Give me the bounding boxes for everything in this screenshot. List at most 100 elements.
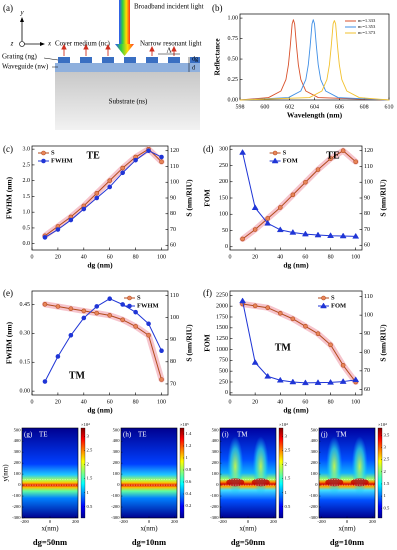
y2-tick-label: 60 [364, 243, 370, 249]
y-tick-label: 0 [216, 482, 219, 487]
marker [159, 159, 164, 165]
map-label: (j) [321, 431, 328, 439]
x-tick-label: 0 [229, 399, 232, 405]
series-line [242, 152, 357, 237]
x-axis-title: x(nm) [140, 525, 158, 533]
series-line [44, 298, 163, 383]
annotation: TE [326, 151, 340, 162]
x-tick-label: -200 [119, 519, 128, 524]
y-tick-label: -200 [309, 504, 318, 509]
map-label: (i) [222, 431, 229, 439]
resonant-arrows [61, 43, 177, 56]
x-tick-label: 100 [157, 254, 166, 260]
y-tick-label: -200 [12, 504, 21, 509]
y2-tick-label: 120 [364, 148, 373, 154]
panel-label: (a) [3, 3, 13, 13]
marker [94, 190, 100, 196]
y2-tick-label: 100 [364, 180, 373, 186]
y-tick-label: 0 [315, 482, 318, 487]
incident-label: Broadband incident light [134, 3, 204, 11]
map-mode: TE [39, 431, 48, 439]
caption: dg=10nm [132, 537, 166, 547]
colorbar-tick-label: 1.2 [186, 443, 192, 448]
y-tick-label: 0.5 [23, 225, 31, 231]
x-tick-label: 0 [148, 519, 151, 524]
marker [107, 313, 113, 318]
colorbar-tick-label: 3 [285, 434, 288, 439]
resonant-label: Narrow resonant light [140, 40, 201, 48]
map-mode: TE [138, 431, 147, 439]
marker [120, 165, 125, 171]
y-tick-label: 300 [219, 147, 228, 153]
x-tick-label: 200 [171, 519, 179, 524]
marker [353, 159, 359, 165]
colorbar-tick-label: 2.5 [384, 457, 390, 462]
marker [133, 324, 138, 329]
y-tick-label: 1.00 [228, 15, 239, 21]
incident-arrow-head [115, 44, 134, 56]
colorbar-tick-label: 1 [285, 490, 288, 495]
marker [68, 332, 74, 338]
colorbar-tick-label: 1 [384, 493, 387, 498]
x-axis-title: Wavelength (nm) [287, 111, 343, 120]
y2-axis-title: S (nm/RIU) [185, 179, 194, 217]
x-tick-label: 200 [270, 519, 278, 524]
map-mode: TM [237, 431, 248, 439]
y-tick-label: 0.15 [20, 360, 31, 366]
y-tick-label: 100 [311, 471, 319, 476]
marker [301, 230, 309, 237]
axis-name: y [19, 9, 24, 17]
marker [107, 178, 113, 183]
legend-marker [41, 158, 46, 164]
marker [42, 301, 48, 307]
y-tick-label: 400 [212, 438, 220, 443]
legend-marker [41, 150, 46, 156]
marker [251, 359, 259, 365]
marker [265, 305, 271, 311]
y-tick-label: 50 [222, 228, 228, 234]
y-tick-label: -300 [12, 515, 21, 520]
y-tick-label: 200 [311, 460, 319, 465]
marker [264, 372, 272, 379]
panel-label: (d) [203, 144, 214, 154]
marker [239, 149, 247, 155]
schematic: (a) y x z Cover medium (nc) Broadband in… [2, 0, 204, 130]
series-line [242, 300, 357, 384]
x-axis-title: dg (nm) [87, 406, 113, 415]
x-tick-label: 602 [285, 104, 294, 110]
marker [303, 179, 308, 185]
x-tick-label: 0 [31, 399, 34, 405]
x-tick-label: 60 [107, 399, 113, 405]
colorbar-tick-label: 0.4 [186, 491, 192, 496]
y2-tick-label: 110 [170, 293, 179, 299]
y-tick-label: 1000 [216, 347, 228, 353]
y-tick-label: -200 [210, 504, 219, 509]
colorbar [179, 427, 185, 519]
legend-label: S [137, 294, 141, 301]
series-line [44, 148, 163, 237]
legend-marker [321, 295, 326, 301]
x-tick-label: 100 [351, 399, 360, 405]
x-tick-label: 0 [229, 254, 232, 260]
y-tick-label: 250 [219, 379, 228, 385]
marker [277, 310, 283, 316]
field-hotspot [226, 478, 245, 487]
y-tick-label: 0.00 [20, 389, 31, 395]
y-tick-label: 200 [219, 179, 228, 185]
y-tick-label: 300 [212, 449, 220, 454]
y-tick-label: 200 [14, 460, 22, 465]
caption: dg=50nm [231, 537, 265, 547]
colorbar [80, 427, 86, 519]
y2-tick-label: 100 [170, 315, 179, 321]
colorbar [377, 427, 383, 519]
y-tick-label: 200 [212, 460, 220, 465]
marker [42, 379, 48, 384]
y2-tick-label: 110 [364, 294, 373, 300]
substrate [55, 72, 200, 130]
y2-tick-label: 60 [170, 243, 176, 249]
marker [120, 170, 125, 176]
x-axis-title: x(nm) [41, 525, 59, 533]
y-tick-label: 2.5 [23, 162, 31, 168]
marker [264, 219, 272, 226]
y-tick-label: 3.0 [23, 147, 31, 153]
